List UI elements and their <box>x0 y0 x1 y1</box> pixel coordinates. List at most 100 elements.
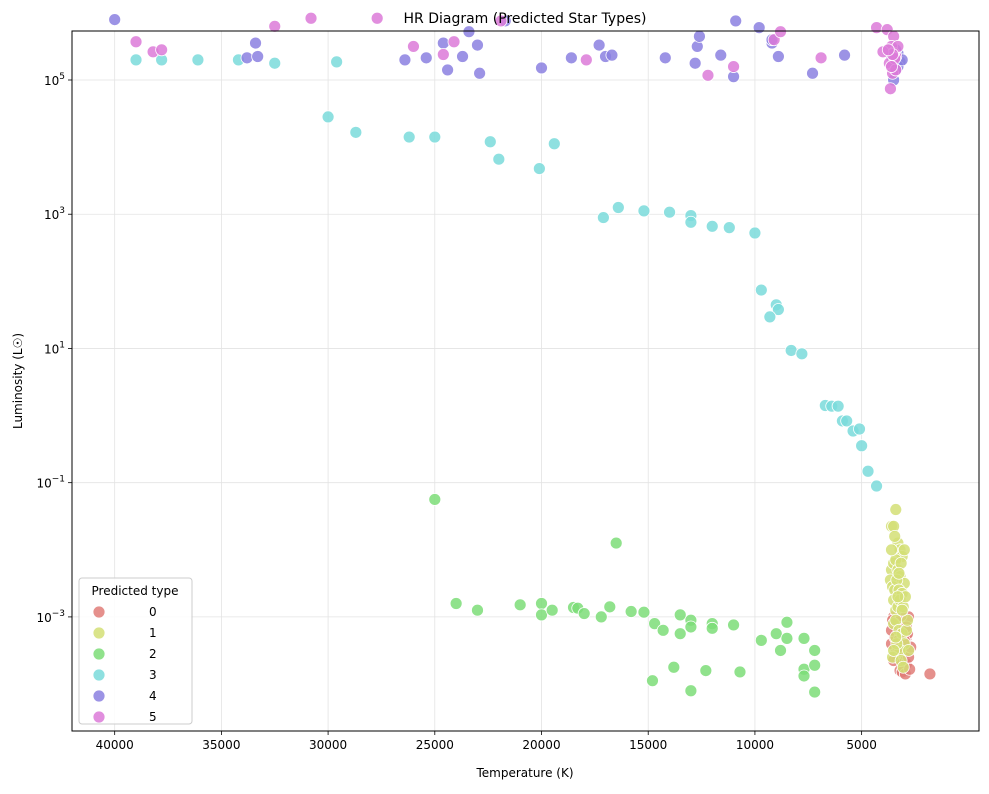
legend-label-4: 4 <box>149 689 157 703</box>
data-point-type-2 <box>754 633 768 647</box>
data-point-type-4 <box>441 63 455 77</box>
data-point-type-3 <box>763 310 777 324</box>
data-point-type-2 <box>808 685 822 699</box>
legend-marker-0 <box>92 605 106 619</box>
data-point-type-3 <box>483 135 497 149</box>
y-tick-label: 101 <box>44 340 65 356</box>
data-point-type-2 <box>637 605 651 619</box>
data-point-type-3 <box>428 130 442 144</box>
plot-frame <box>71 30 980 732</box>
data-point-type-2 <box>609 536 623 550</box>
data-point-type-4 <box>436 36 450 50</box>
x-tick-label: 40000 <box>96 738 134 752</box>
data-point-type-4 <box>729 14 743 28</box>
chart-title: HR Diagram (Predicted Star Types) <box>404 11 647 27</box>
x-tick-label: 5000 <box>846 738 877 752</box>
data-point-type-3 <box>129 53 143 67</box>
data-point-type-4 <box>473 66 487 80</box>
data-point-type-2 <box>780 631 794 645</box>
x-tick-label: 25000 <box>416 738 454 752</box>
data-point-type-5 <box>447 35 461 49</box>
data-point-type-4 <box>592 38 606 52</box>
data-point-type-5 <box>407 40 420 53</box>
data-point-type-2 <box>705 621 719 635</box>
data-point-type-2 <box>594 610 608 624</box>
plot-area <box>72 31 979 731</box>
series-1-points <box>884 503 915 674</box>
data-point-type-4 <box>605 48 619 62</box>
data-point-type-2 <box>797 631 811 645</box>
data-point-type-3 <box>855 439 869 453</box>
data-point-type-2 <box>769 627 783 641</box>
data-point-type-3 <box>349 125 363 139</box>
y-tick-label: 105 <box>44 72 65 88</box>
data-point-type-4 <box>108 13 122 26</box>
data-point-type-2 <box>449 597 463 610</box>
y-tick-label: 10−1 <box>36 475 65 491</box>
x-tick-label: 35000 <box>202 738 240 752</box>
data-point-type-4 <box>419 51 433 65</box>
data-point-type-5 <box>494 14 508 28</box>
data-point-type-1 <box>892 566 906 580</box>
data-point-type-4 <box>471 38 484 52</box>
legend-marker-2 <box>92 647 106 661</box>
data-point-type-2 <box>646 674 659 688</box>
x-tick-label: 30000 <box>309 738 347 752</box>
data-point-type-5 <box>268 19 282 33</box>
y-tick-power: 3 <box>59 206 65 216</box>
data-point-type-4 <box>714 48 728 62</box>
data-point-type-1 <box>895 603 909 617</box>
data-point-type-2 <box>774 644 787 657</box>
data-point-type-3 <box>330 55 344 69</box>
data-point-type-3 <box>748 226 762 240</box>
legend-title: Predicted type <box>92 584 179 598</box>
y-tick-label: 103 <box>44 206 65 222</box>
data-point-type-2 <box>428 493 442 506</box>
legend-box <box>78 577 193 725</box>
data-point-type-3 <box>784 344 798 357</box>
series-2-points <box>428 493 822 699</box>
points-layer <box>108 11 937 699</box>
data-point-type-4 <box>752 21 766 35</box>
data-point-type-1 <box>888 529 902 543</box>
x-axis-ticks: 40000 35000 30000 25000 20000 15000 10000 5000 <box>96 731 877 752</box>
y-tick-power: 5 <box>59 72 65 82</box>
data-point-type-4 <box>240 51 254 65</box>
legend-label-3: 3 <box>149 668 157 682</box>
data-point-type-3 <box>547 137 561 151</box>
data-point-type-3 <box>684 215 698 229</box>
y-axis-label: Luminosity (L☉) <box>11 333 25 429</box>
grid-layer <box>72 31 979 731</box>
data-point-type-3 <box>831 399 845 413</box>
data-point-type-5 <box>155 43 169 57</box>
x-tick-label: 20000 <box>522 738 560 752</box>
data-point-type-2 <box>733 665 747 679</box>
data-point-type-3 <box>492 152 506 166</box>
data-point-type-3 <box>705 219 719 233</box>
x-tick-label: 15000 <box>629 738 667 752</box>
data-point-type-2 <box>808 644 822 657</box>
series-5-points <box>129 11 905 96</box>
data-point-type-4 <box>658 51 672 65</box>
data-point-type-2 <box>656 623 670 637</box>
data-point-type-3 <box>754 283 768 297</box>
data-point-type-5 <box>129 35 143 49</box>
data-point-type-1 <box>887 644 901 657</box>
legend-label-1: 1 <box>149 626 157 640</box>
data-point-type-2 <box>624 605 638 618</box>
data-point-type-3 <box>853 422 866 436</box>
data-point-type-2 <box>577 607 591 620</box>
legend-label-0: 0 <box>149 605 157 619</box>
data-point-type-2 <box>471 603 484 617</box>
legend-entries: 0 1 2 3 4 5 <box>92 605 157 724</box>
data-point-type-3 <box>402 130 416 144</box>
data-point-type-5 <box>727 60 740 73</box>
y-tick-power: −3 <box>52 609 65 619</box>
data-point-type-5 <box>370 11 384 25</box>
data-point-type-2 <box>648 617 662 631</box>
legend-label-2: 2 <box>149 647 157 661</box>
y-tick-base: 10 <box>36 611 51 625</box>
data-point-type-2 <box>797 669 811 683</box>
data-point-type-3 <box>861 464 875 478</box>
